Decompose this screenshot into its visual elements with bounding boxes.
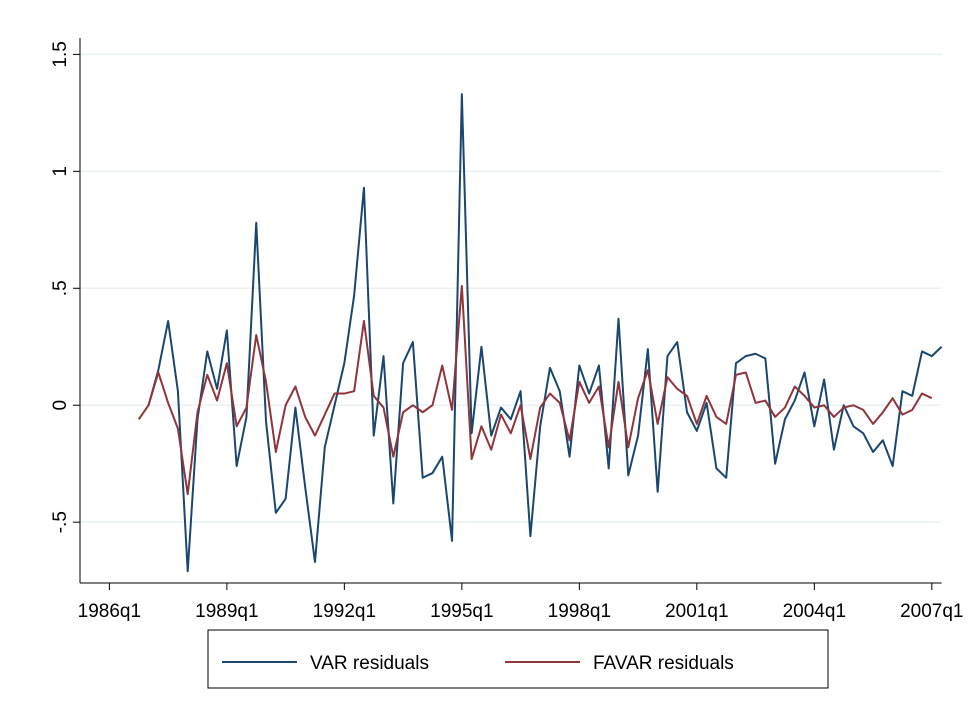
y-tick-label: 1.5	[50, 41, 71, 67]
x-tick-label: 1986q1	[78, 601, 141, 622]
x-tick-label: 1995q1	[430, 601, 493, 622]
y-tick-label: -.5	[50, 511, 71, 533]
series-line	[137, 284, 933, 496]
y-tick-label: 1	[50, 166, 71, 177]
x-tick-label: 1992q1	[313, 601, 376, 622]
legend-label: FAVAR residuals	[593, 653, 734, 674]
x-tick-label: 1989q1	[195, 601, 258, 622]
legend-label: VAR residuals	[310, 653, 429, 674]
x-tick-label: 1998q1	[548, 601, 611, 622]
y-tick-label: 0	[50, 400, 71, 411]
x-tick-label: 2001q1	[665, 601, 728, 622]
x-tick-label: 2007q1	[900, 601, 963, 622]
y-tick-label: .5	[50, 280, 71, 296]
legend-box	[207, 629, 829, 689]
series-line	[147, 93, 943, 573]
x-tick-label: 2004q1	[783, 601, 846, 622]
